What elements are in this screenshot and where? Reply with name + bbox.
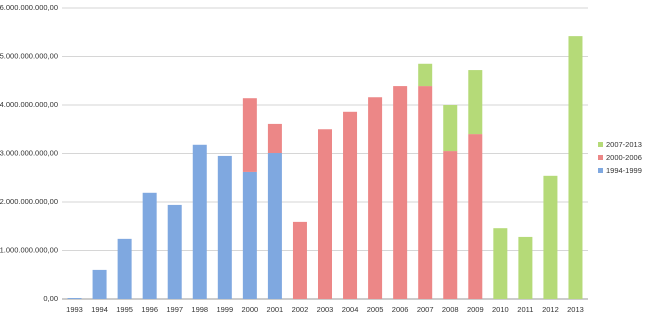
legend-label: 2007-2013	[606, 140, 642, 149]
bar-segment	[167, 204, 182, 299]
x-tick-label: 2012	[542, 305, 559, 314]
bar-segment	[92, 269, 107, 299]
x-tick-label: 2010	[492, 305, 509, 314]
bar-segment	[292, 221, 307, 299]
y-tick-label: 6.000.000.000,00	[0, 3, 58, 12]
x-tick-label: 1994	[91, 305, 108, 314]
bar-segment	[468, 134, 483, 299]
x-tick-label: 2000	[242, 305, 259, 314]
x-tick-label: 1997	[166, 305, 183, 314]
bar-segment	[418, 63, 433, 87]
bar-segment	[368, 97, 383, 300]
x-tick-label: 2006	[392, 305, 409, 314]
bar-segment	[443, 105, 458, 152]
x-tick-label: 2005	[367, 305, 384, 314]
x-tick-label: 2013	[567, 305, 584, 314]
bar-segment	[343, 111, 358, 299]
legend-swatch	[598, 168, 603, 173]
x-tick-label: 2004	[342, 305, 359, 314]
legend-label: 2000-2006	[606, 153, 642, 162]
bar-segment	[117, 238, 132, 299]
bar-segment	[518, 236, 533, 299]
bar-segment	[242, 171, 257, 299]
bar-segment	[267, 123, 282, 154]
legend-swatch	[598, 142, 603, 147]
y-tick-label: 2.000.000.000,00	[0, 197, 58, 206]
y-tick-label: 1.000.000.000,00	[0, 245, 58, 254]
x-tick-label: 2003	[317, 305, 334, 314]
y-tick-label: 5.000.000.000,00	[0, 51, 58, 60]
y-tick-label: 0,00	[43, 294, 58, 303]
bar-segment	[192, 144, 207, 299]
legend-swatch	[598, 155, 603, 160]
bar-segment	[242, 98, 257, 172]
x-tick-label: 2011	[517, 305, 533, 314]
bar-segment	[393, 86, 408, 300]
y-tick-label: 3.000.000.000,00	[0, 148, 58, 157]
x-tick-label: 2008	[442, 305, 459, 314]
x-tick-label: 1999	[216, 305, 233, 314]
bar-segment	[267, 153, 282, 299]
bar-segment	[468, 70, 483, 135]
x-tick-label: 2002	[292, 305, 309, 314]
bar-segment	[493, 228, 508, 299]
bar-segment	[318, 129, 332, 299]
x-tick-label: 2009	[467, 305, 484, 314]
y-tick-label: 4.000.000.000,00	[0, 100, 58, 109]
x-tick-label: 1996	[141, 305, 158, 314]
bar-segment	[443, 151, 458, 299]
bar-segment	[142, 192, 157, 299]
legend-label: 1994-1999	[606, 166, 642, 175]
x-tick-label: 2007	[417, 305, 434, 314]
x-tick-label: 2001	[267, 305, 284, 314]
x-tick-label: 1993	[66, 305, 83, 314]
bar-segment	[543, 175, 558, 299]
x-tick-label: 1998	[191, 305, 208, 314]
bar-segment	[217, 155, 232, 299]
x-tick-label: 1995	[116, 305, 133, 314]
bar-segment	[67, 298, 82, 299]
bar-segment	[568, 36, 583, 299]
bar-segment	[418, 86, 433, 300]
